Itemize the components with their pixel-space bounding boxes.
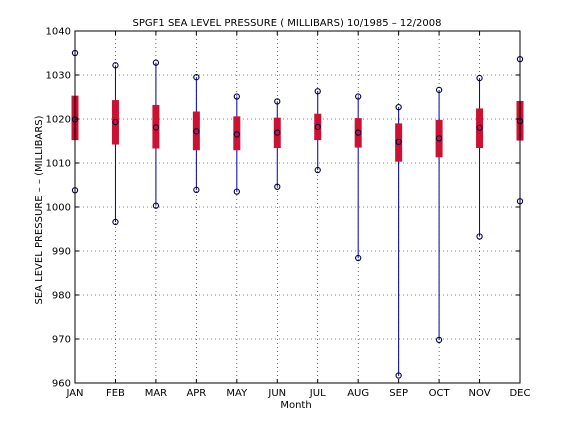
- min-marker: [193, 186, 200, 193]
- x-tick-label: DEC: [509, 388, 530, 399]
- iqr-box: [395, 123, 403, 162]
- x-axis-label: Month: [280, 400, 311, 411]
- max-marker: [355, 93, 362, 100]
- y-tick-label: 1040: [46, 27, 71, 38]
- iqr-box: [314, 113, 322, 141]
- x-tick-label: NOV: [469, 388, 491, 399]
- x-tick-label: AUG: [347, 388, 369, 399]
- min-marker: [314, 166, 321, 174]
- mean-marker: [314, 123, 321, 131]
- x-tick-label: FEB: [106, 388, 125, 399]
- min-marker: [435, 336, 443, 344]
- mean-marker: [355, 129, 362, 136]
- x-tick-label: OCT: [429, 388, 451, 399]
- x-tick-label: JAN: [65, 388, 83, 399]
- y-tick-label: 970: [52, 335, 71, 346]
- mean-marker: [274, 129, 281, 136]
- mean-marker: [193, 128, 200, 135]
- y-axis-label: SEA LEVEL PRESSURE – – (MILLIBARS): [34, 115, 45, 304]
- max-marker: [112, 62, 119, 69]
- max-marker: [152, 59, 160, 66]
- min-marker: [233, 188, 240, 195]
- max-marker: [314, 88, 321, 95]
- x-tick-label: APR: [186, 388, 206, 399]
- min-marker: [395, 372, 402, 379]
- iqr-box: [435, 119, 443, 158]
- chart-title: SPGF1 SEA LEVEL PRESSURE ( MILLIBARS) 10…: [133, 18, 442, 29]
- iqr-box: [152, 104, 160, 149]
- y-tick-label: 980: [52, 291, 71, 302]
- axis-layer: 960 970 980 990 1000 1010 1020 1030 1040 JAN FEB MA…: [46, 27, 531, 400]
- y-tick-label: 1020: [46, 115, 71, 126]
- iqr-box: [476, 108, 484, 149]
- mean-marker: [395, 138, 402, 146]
- max-marker: [233, 93, 240, 100]
- mean-marker: [152, 124, 160, 131]
- min-marker: [112, 218, 119, 226]
- y-tick-label: 1030: [46, 71, 71, 82]
- iqr-box: [192, 111, 200, 151]
- max-marker: [476, 74, 483, 82]
- y-tick-label: 1000: [46, 203, 71, 214]
- iqr-box: [273, 117, 281, 149]
- max-marker: [274, 98, 281, 105]
- x-tick-label: MAR: [145, 388, 167, 399]
- mean-marker: [435, 135, 443, 142]
- min-marker: [355, 254, 362, 262]
- mean-marker: [233, 131, 240, 138]
- mean-marker: [476, 124, 483, 131]
- iqr-box: [233, 116, 241, 151]
- max-marker: [193, 74, 200, 81]
- x-tick-label: SEP: [389, 388, 408, 399]
- x-tick-label: MAY: [226, 388, 248, 399]
- mean-marker: [112, 118, 119, 126]
- y-tick-label: 990: [52, 247, 71, 258]
- max-marker: [395, 103, 402, 111]
- y-tick-label: 960: [52, 379, 71, 390]
- iqr-box: [111, 100, 119, 145]
- y-tick-label: 1010: [46, 159, 71, 170]
- min-marker: [476, 233, 483, 240]
- x-tick-label: JUN: [267, 388, 286, 399]
- iqr-box: [354, 118, 362, 148]
- max-marker: [435, 86, 443, 94]
- min-marker: [274, 183, 281, 190]
- x-tick-label: JUL: [309, 388, 326, 399]
- min-marker: [152, 202, 160, 209]
